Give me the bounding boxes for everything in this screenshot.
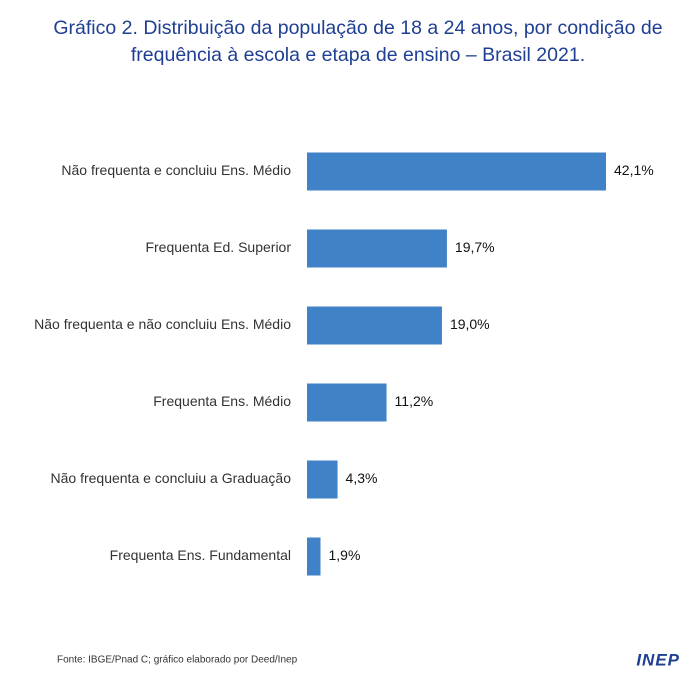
category-label: Não frequenta e concluiu a Graduação: [51, 470, 292, 486]
source-note: Fonte: IBGE/Pnad C; gráfico elaborado po…: [57, 655, 298, 666]
bar: [307, 383, 387, 422]
value-label: 4,3%: [346, 470, 378, 486]
chart-title: Gráfico 2. Distribuição da população de …: [53, 17, 662, 39]
category-label: Frequenta Ens. Médio: [153, 393, 291, 409]
bar: [307, 152, 606, 191]
category-label: Não frequenta e não concluiu Ens. Médio: [34, 316, 291, 332]
value-label: 19,0%: [450, 316, 490, 332]
logo: INEP: [636, 650, 680, 669]
bar: [307, 306, 442, 345]
value-label: 42,1%: [614, 162, 654, 178]
category-label: Não frequenta e concluiu Ens. Médio: [61, 162, 291, 178]
bar: [307, 460, 338, 499]
value-label: 11,2%: [395, 393, 434, 409]
bar: [307, 537, 321, 576]
chart-title: frequência à escola e etapa de ensino – …: [131, 44, 585, 66]
value-label: 1,9%: [328, 547, 360, 563]
category-label: Frequenta Ens. Fundamental: [110, 547, 291, 563]
value-label: 19,7%: [455, 239, 495, 255]
category-label: Frequenta Ed. Superior: [145, 239, 291, 255]
bar: [307, 229, 447, 268]
